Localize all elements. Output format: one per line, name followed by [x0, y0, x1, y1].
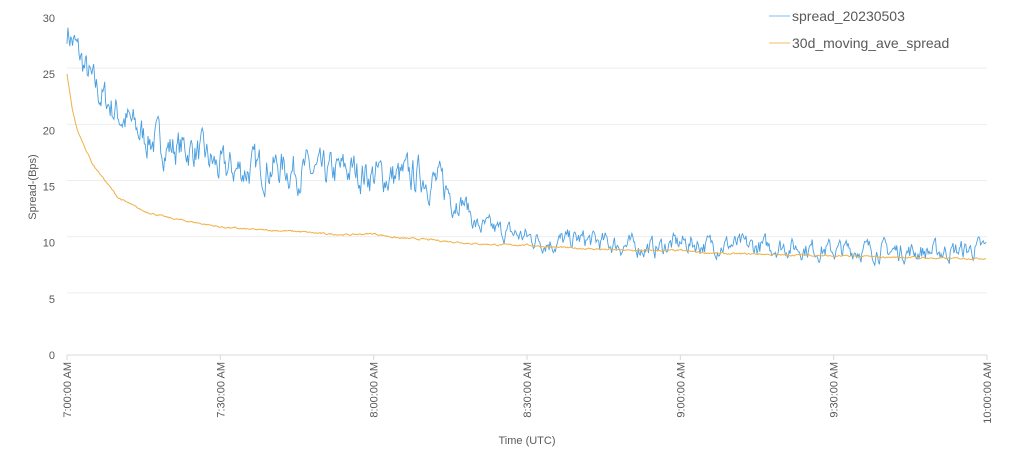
y-axis-ticks: 0 5 10 15 20 25 30 — [43, 13, 55, 362]
x-tick-label: 9:30:00 AM — [829, 362, 841, 418]
series-line-spread — [66, 27, 987, 267]
x-tick-label: 8:00:00 AM — [369, 362, 381, 418]
x-tick-label: 10:00:00 AM — [982, 362, 994, 424]
y-axis-label: Spread-(Bps) — [27, 154, 39, 219]
y-tick-label: 0 — [49, 350, 55, 362]
x-axis-ticks: 7:00:00 AM 7:30:00 AM 8:00:00 AM 8:30:00 AM… — [62, 355, 994, 424]
y-tick-label: 20 — [43, 125, 55, 137]
legend-label-spread: spread_20230503 — [792, 8, 905, 24]
x-tick-label: 8:30:00 AM — [522, 362, 534, 418]
x-axis-label: Time (UTC) — [498, 435, 555, 447]
x-tick-label: 7:00:00 AM — [62, 362, 74, 418]
y-tick-label: 5 — [49, 294, 55, 306]
x-tick-label: 7:30:00 AM — [215, 362, 227, 418]
y-tick-label: 10 — [43, 238, 55, 250]
gridlines — [67, 67, 987, 294]
y-tick-label: 25 — [43, 69, 55, 81]
y-tick-label: 15 — [43, 182, 55, 194]
series-group — [66, 27, 987, 267]
legend: spread_20230503 30d_moving_ave_spread — [769, 8, 949, 51]
x-tick-label: 9:00:00 AM — [675, 362, 687, 418]
y-tick-label: 30 — [43, 13, 55, 25]
series-line-moving-ave — [66, 73, 987, 261]
legend-label-moving-ave: 30d_moving_ave_spread — [792, 35, 949, 51]
